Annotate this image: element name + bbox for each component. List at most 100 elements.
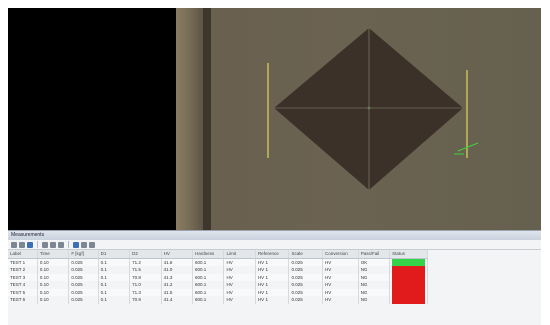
status-swatch [392,266,425,274]
fit-icon[interactable] [58,241,64,248]
table-cell: HV [322,258,359,266]
table-cell: 0.10 [37,281,70,289]
table-cell: TEST 3 [8,273,38,281]
table-cell: 600.1 [192,288,225,296]
column-header[interactable]: Conversion [322,250,359,259]
table-cell: 0.025 [288,266,324,274]
panel-title-text: Measurements [11,232,45,238]
table-row[interactable]: TEST 2 0.10 0.025 0.1 71.5 41.0 600.1 HV HV 1 0.0… [8,266,428,274]
table-cell: 600.1 [192,281,225,289]
status-swatch [392,273,425,281]
table-cell: HV [223,258,256,266]
table-row[interactable]: TEST 3 0.10 0.025 0.1 70.8 41.3 600.1 HV HV 1 0.0… [8,273,428,281]
column-header[interactable]: HV [161,250,194,259]
table-cell: NG [358,296,391,304]
specimen-shadow [203,8,211,230]
settings-icon[interactable] [73,241,79,248]
table-cell: 71.5 [129,266,162,274]
status-cell [389,266,428,274]
table-cell: HV [223,288,256,296]
table-cell: TEST 5 [8,288,38,296]
status-cell [389,273,428,281]
table-cell: 71.3 [129,288,162,296]
panel-title: Measurements [8,231,541,240]
center-marker [367,106,371,110]
table-cell: HV [322,281,359,289]
table-cell: HV [223,266,256,274]
table-cell: 41.2 [161,281,194,289]
table-cell: HV [223,296,256,304]
status-cell [389,288,428,296]
app-window: Measurements Label [8,8,541,325]
measurements-panel: Measurements Label [8,230,541,325]
table-cell: 70.9 [129,296,162,304]
measurement-overlay [267,28,479,190]
column-header[interactable]: Reference [255,250,290,259]
delete-icon[interactable] [89,241,95,248]
table-cell: 70.8 [129,273,162,281]
column-header[interactable]: Limit [223,250,256,259]
table-cell: HV 1 [255,258,290,266]
table-cell: TEST 4 [8,281,38,289]
table-row[interactable]: TEST 6 0.10 0.025 0.1 70.9 41.4 600.1 HV HV 1 0.0… [8,296,428,304]
table-toolbar [8,240,541,250]
table-row[interactable]: TEST 4 0.10 0.025 0.1 71.0 41.2 600.1 HV HV 1 0.0… [8,281,428,289]
table-cell: HV 1 [255,273,290,281]
column-header[interactable]: Scale [288,250,324,259]
table-cell: 0.10 [37,258,70,266]
table-cell: 0.025 [288,288,324,296]
table-cell: 41.0 [161,266,194,274]
column-header[interactable]: Label [8,250,38,259]
table-cell: HV [322,266,359,274]
table-cell: 0.025 [68,288,99,296]
table-cell: HV [223,273,256,281]
table-cell: 0.025 [68,266,99,274]
column-header[interactable]: D1 [98,250,131,259]
column-header[interactable]: Time [37,250,70,259]
table-row[interactable]: TEST 1 0.10 0.025 0.1 71.2 41.6 600.1 HV HV 1 0.0… [8,258,428,266]
toolbar-separator [37,241,38,248]
table-cell: HV [322,296,359,304]
image-viewer[interactable] [8,8,541,230]
table-cell: 0.1 [98,296,131,304]
table-cell: 0.025 [288,296,324,304]
table-cell: HV [223,281,256,289]
table-cell: 0.1 [98,266,131,274]
table-cell: 600.1 [192,258,225,266]
table-cell: HV 1 [255,296,290,304]
table-cell: 0.025 [68,281,99,289]
export-icon[interactable] [81,241,87,248]
table-cell: HV 1 [255,266,290,274]
table-cell: 0.1 [98,258,131,266]
open-icon[interactable] [11,241,17,248]
column-header[interactable]: Hardness [192,250,225,259]
table-cell: 0.025 [68,296,99,304]
table-row[interactable]: TEST 5 0.10 0.025 0.1 71.3 41.5 600.1 HV HV 1 0.0… [8,288,428,296]
table-cell: TEST 1 [8,258,38,266]
status-swatch [392,296,425,304]
table-cell: HV 1 [255,281,290,289]
table-cell: 0.025 [288,273,324,281]
table-cell: HV [322,288,359,296]
zoom-out-icon[interactable] [50,241,56,248]
table-cell: 71.0 [129,281,162,289]
column-header[interactable]: D2 [129,250,162,259]
status-cell [389,296,428,304]
table-cell: HV 1 [255,288,290,296]
measure-handle[interactable] [454,142,479,155]
column-header[interactable]: Pass/Fail [358,250,391,259]
table-cell: 0.025 [68,273,99,281]
zoom-in-icon[interactable] [42,241,48,248]
table-cell: TEST 6 [8,296,38,304]
table-cell: NG [358,281,391,289]
status-cell [389,281,428,289]
print-icon[interactable] [27,241,33,248]
status-cell [389,258,428,266]
table-cell: 71.2 [129,258,162,266]
save-icon[interactable] [19,241,25,248]
column-header[interactable]: Status [389,250,428,259]
table-cell: 41.6 [161,258,194,266]
table-cell: HV [322,273,359,281]
table-cell: 0.025 [288,281,324,289]
column-header[interactable]: F [kgf] [68,250,99,259]
